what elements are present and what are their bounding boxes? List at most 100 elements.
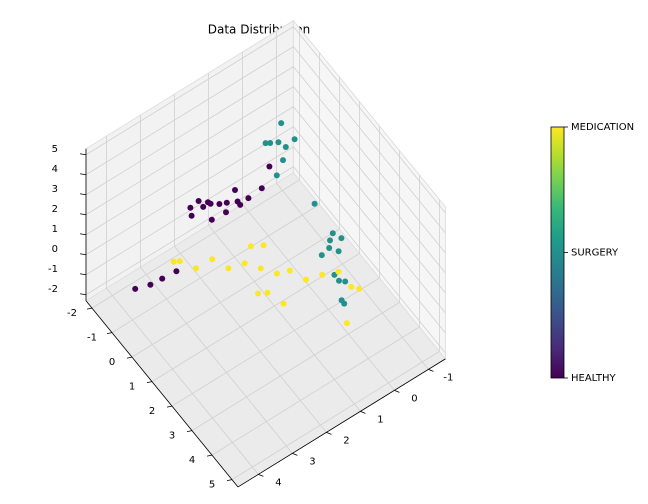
grid-line xyxy=(174,245,327,433)
point xyxy=(188,212,195,219)
tick-mark xyxy=(106,332,113,334)
x-tick-label: 3 xyxy=(169,431,175,442)
point xyxy=(329,230,336,237)
point xyxy=(147,281,154,288)
grid-line xyxy=(171,277,380,407)
point xyxy=(209,256,216,263)
point xyxy=(286,267,293,274)
tick-mark xyxy=(186,430,193,432)
point xyxy=(338,235,345,242)
point xyxy=(225,265,232,272)
point xyxy=(274,270,280,277)
point xyxy=(273,172,280,179)
point xyxy=(264,289,271,296)
point xyxy=(303,276,309,283)
grid-line xyxy=(140,266,293,454)
y-tick-label: 4 xyxy=(275,477,281,488)
point xyxy=(173,268,180,275)
point xyxy=(262,140,269,147)
tick-mark xyxy=(258,473,264,477)
grid-line xyxy=(208,224,361,412)
colorbar-label: SURGERY xyxy=(571,248,619,259)
tick-mark xyxy=(206,454,213,457)
grid-line xyxy=(293,146,446,334)
grid-line xyxy=(131,228,340,358)
grid-line xyxy=(293,126,446,314)
grid-line xyxy=(85,146,294,276)
point xyxy=(187,204,194,211)
x-tick-label: 5 xyxy=(209,480,215,491)
x-tick-label: 0 xyxy=(109,357,115,368)
point xyxy=(159,275,166,282)
y-tick-label: 1 xyxy=(377,414,383,425)
point xyxy=(223,199,230,206)
point xyxy=(280,300,287,307)
grid-line xyxy=(231,351,440,480)
point xyxy=(266,163,273,170)
point xyxy=(327,237,333,244)
y-tick-label: 2 xyxy=(343,435,349,446)
z-tick-label: 3 xyxy=(52,184,58,195)
z-tick-label: -2 xyxy=(48,284,58,295)
grid-line xyxy=(85,26,294,156)
grid-line xyxy=(293,106,446,294)
grid-line xyxy=(293,26,446,214)
point xyxy=(319,271,326,278)
point xyxy=(260,242,267,249)
y-tick-label: 3 xyxy=(309,456,315,467)
point xyxy=(132,285,139,292)
point xyxy=(343,320,350,327)
tick-mark xyxy=(86,307,93,310)
point xyxy=(208,216,215,223)
tick-mark xyxy=(428,368,434,372)
tick-mark xyxy=(166,405,173,408)
grid-line xyxy=(242,203,395,391)
point xyxy=(311,200,318,207)
tick-mark xyxy=(326,431,332,435)
point xyxy=(176,258,183,265)
x-tick-label: 2 xyxy=(149,406,155,417)
tick-mark xyxy=(360,410,366,414)
grid-line xyxy=(85,86,294,216)
z-tick-label: 0 xyxy=(52,244,58,255)
grid-line xyxy=(191,302,400,431)
point xyxy=(278,120,285,127)
point xyxy=(241,260,248,267)
point xyxy=(280,157,286,164)
point xyxy=(267,140,274,146)
point xyxy=(348,283,355,290)
point xyxy=(291,136,298,143)
tick-mark xyxy=(394,389,400,393)
colorbar-label: MEDICATION xyxy=(571,122,634,133)
point xyxy=(223,209,229,216)
point xyxy=(258,185,265,192)
point xyxy=(255,290,261,297)
tick-mark xyxy=(126,356,133,359)
y-axis xyxy=(237,358,446,488)
x-tick-label: 4 xyxy=(189,455,195,466)
point xyxy=(195,198,202,204)
point xyxy=(200,203,207,210)
grid-line xyxy=(91,179,300,309)
point xyxy=(216,200,223,207)
tick-mark xyxy=(79,173,87,176)
tick-mark xyxy=(292,452,298,456)
x-axis xyxy=(85,300,239,488)
z-tick-label: -1 xyxy=(48,264,58,275)
point xyxy=(237,201,244,208)
point xyxy=(335,268,342,275)
point xyxy=(356,285,363,292)
point xyxy=(336,277,342,284)
y-tick-label: -1 xyxy=(443,372,453,383)
tick-mark xyxy=(79,193,87,196)
point xyxy=(335,248,342,255)
x-tick-label: -1 xyxy=(87,333,97,344)
point xyxy=(342,278,349,285)
point xyxy=(318,252,325,259)
point xyxy=(257,265,264,272)
y-tick-label: 0 xyxy=(411,393,417,404)
tick-mark xyxy=(79,293,87,296)
point xyxy=(232,187,238,193)
point xyxy=(205,199,211,206)
